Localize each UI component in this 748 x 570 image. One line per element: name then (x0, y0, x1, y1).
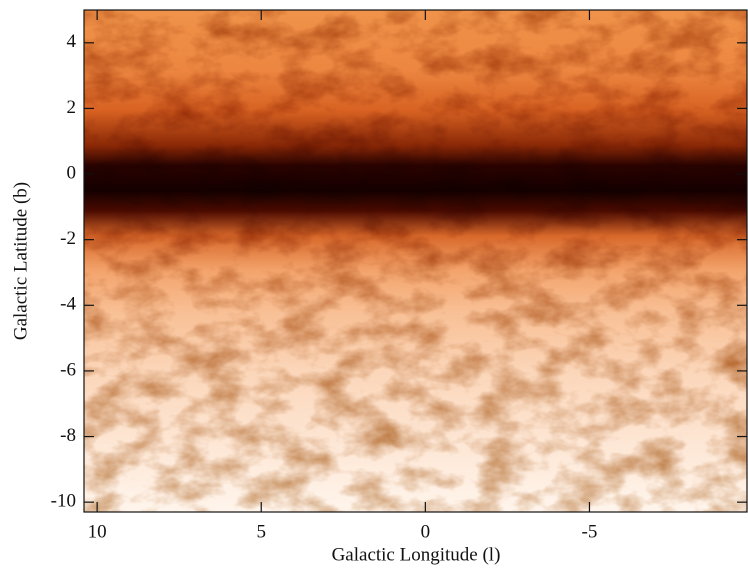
y-axis-label: Galactic Latitude (b) (10, 182, 31, 340)
y-tick-label: -10 (51, 491, 76, 512)
y-tick-label: 4 (67, 31, 77, 52)
y-tick-label: 2 (67, 97, 77, 118)
y-tick-label: -2 (60, 228, 76, 249)
x-tick-label: 5 (256, 521, 266, 542)
plot-frame (83, 9, 748, 513)
y-tick-label: 0 (67, 162, 77, 183)
x-axis-label: Galactic Longitude (l) (332, 544, 501, 565)
x-tick-label: -5 (582, 521, 598, 542)
y-tick-label: -8 (60, 425, 76, 446)
x-tick-label: 0 (421, 521, 431, 542)
y-tick-label: -6 (60, 359, 76, 380)
sky-image (84, 10, 747, 512)
y-tick-label: -4 (60, 294, 76, 315)
x-tick-label: 10 (88, 521, 107, 542)
